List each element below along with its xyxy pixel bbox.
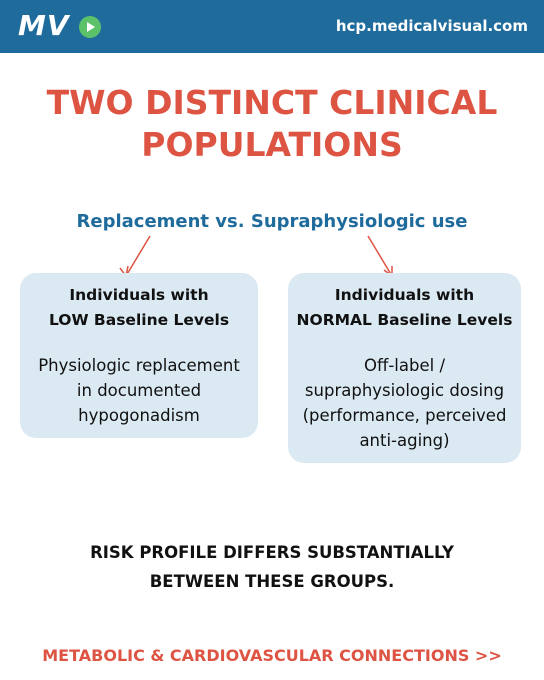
title: TWO DISTINCT CLINICAL POPULATIONS bbox=[0, 82, 544, 166]
card-body-line: hypogonadism bbox=[78, 406, 200, 425]
card-heading: Individuals with LOW Baseline Levels bbox=[20, 283, 258, 333]
card-heading-line: NORMAL Baseline Levels bbox=[296, 311, 513, 329]
card-heading: Individuals with NORMAL Baseline Levels bbox=[288, 283, 521, 333]
card-body: Off-label / supraphysiologic dosing (per… bbox=[288, 353, 521, 453]
title-line: POPULATIONS bbox=[141, 125, 403, 164]
conclusion-line: RISK PROFILE DIFFERS SUBSTANTIALLY bbox=[90, 543, 454, 562]
site-url[interactable]: hcp.medicalvisual.com bbox=[335, 17, 528, 35]
arrows bbox=[119, 235, 393, 278]
conclusion-line: BETWEEN THESE GROUPS. bbox=[149, 572, 395, 591]
card-body-line: in documented bbox=[76, 381, 202, 400]
card-body-line: Physiologic replacement bbox=[38, 356, 240, 375]
next-link[interactable]: METABOLIC & CARDIOVASCULAR CONNECTIONS >… bbox=[42, 646, 502, 665]
card: Individuals with NORMAL Baseline Levels … bbox=[288, 273, 521, 463]
card-body-line: supraphysiologic dosing bbox=[304, 381, 505, 400]
card-heading-line: Individuals with bbox=[334, 286, 475, 304]
card: Individuals with LOW Baseline Levels Phy… bbox=[20, 273, 258, 438]
card-body-line: Off-label / bbox=[363, 356, 446, 375]
conclusion: RISK PROFILE DIFFERS SUBSTANTIALLY BETWE… bbox=[0, 538, 544, 596]
card-heading-line: LOW Baseline Levels bbox=[48, 311, 230, 329]
logo[interactable]: MV bbox=[18, 9, 70, 42]
subtitle: Replacement vs. Supraphysiologic use bbox=[76, 211, 468, 232]
card-heading-line: Individuals with bbox=[69, 286, 209, 304]
title-line: TWO DISTINCT CLINICAL bbox=[46, 83, 498, 122]
card-body-line: (performance, perceived bbox=[302, 406, 507, 425]
logo-play-icon bbox=[79, 16, 101, 38]
card-body-line: anti-aging) bbox=[359, 431, 450, 450]
card-body: Physiologic replacement in documented hy… bbox=[20, 353, 258, 428]
